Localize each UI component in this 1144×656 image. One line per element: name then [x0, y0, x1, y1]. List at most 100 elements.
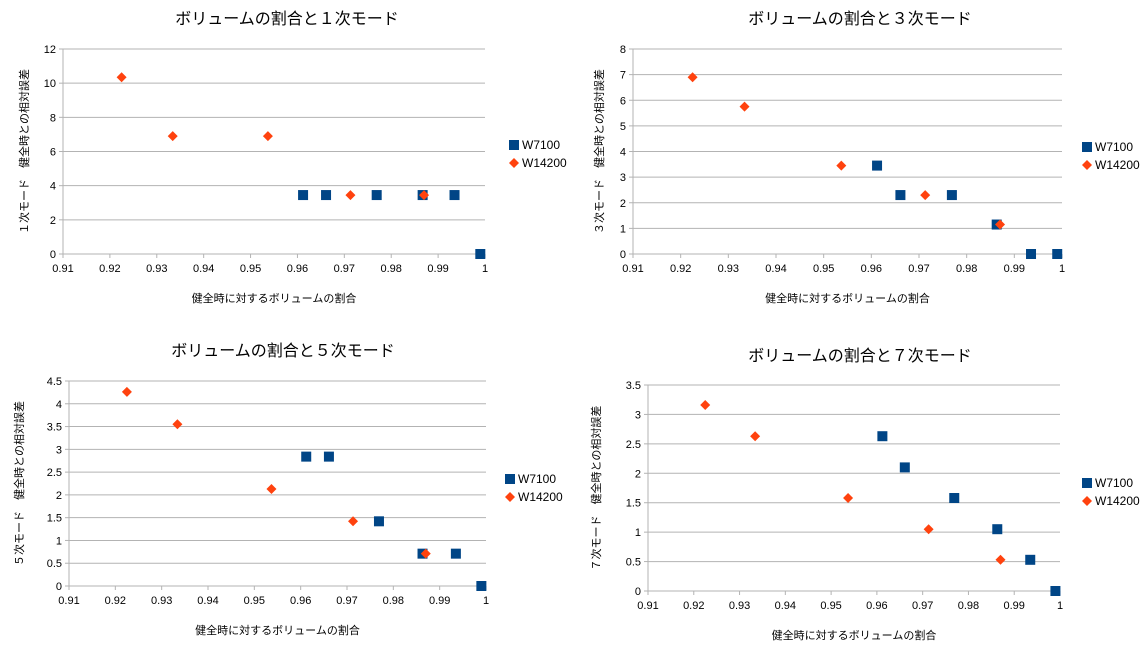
x-tick-label: 0.92 [670, 263, 691, 275]
data-point-w7100 [899, 462, 910, 473]
x-tick-label: 0.91 [58, 595, 79, 607]
x-tick-label: 0.95 [244, 595, 265, 607]
data-point-w14200 [262, 131, 273, 142]
data-point-w7100 [992, 524, 1003, 535]
y-tick-label: 6 [620, 95, 626, 107]
x-tick-label: 0.93 [151, 595, 172, 607]
x-tick-label: 1 [1059, 263, 1065, 275]
data-point-w14200 [750, 431, 761, 442]
x-tick-label: 0.96 [287, 263, 308, 275]
x-tick-label: 0.96 [861, 263, 882, 275]
data-point-w7100 [373, 516, 384, 527]
data-point-w14200 [687, 72, 698, 83]
y-tick-label: 0 [50, 249, 56, 261]
x-tick-label: 0.94 [775, 600, 796, 612]
y-tick-label: 10 [44, 78, 56, 90]
legend-label-w7100: W7100 [518, 472, 556, 486]
data-point-w7100 [1050, 586, 1061, 596]
y-tick-label: 4.5 [47, 376, 62, 388]
y-tick-label: 4 [620, 147, 626, 159]
data-point-w14200 [419, 190, 430, 201]
y-tick-label: 5 [620, 121, 626, 133]
data-point-w14200 [923, 524, 934, 535]
x-tick-label: 0.94 [765, 263, 786, 275]
y-tick-label: 0 [56, 581, 62, 593]
data-point-w7100 [450, 548, 461, 559]
legend-marker-w14200 [1082, 160, 1092, 170]
x-tick-label: 0.98 [383, 595, 404, 607]
x-tick-label: 0.92 [105, 595, 126, 607]
data-point-w14200 [116, 72, 127, 83]
y-tick-label: 2 [620, 198, 626, 210]
x-tick-label: 1 [1057, 600, 1063, 612]
chart-title: ボリュームの割合と３次モード [748, 9, 972, 28]
y-tick-label: 0.5 [47, 558, 62, 570]
data-point-w14200 [345, 190, 356, 201]
data-point-w7100 [1026, 249, 1037, 259]
x-tick-label: 0.99 [1004, 263, 1025, 275]
x-axis-label: 健全時に対するボリュームの割合 [765, 291, 930, 305]
legend-label-w14200: W14200 [1095, 494, 1140, 508]
x-tick-label: 0.97 [334, 263, 355, 275]
data-point-w14200 [121, 386, 132, 397]
data-point-w14200 [739, 101, 750, 112]
y-tick-label: 3.5 [626, 380, 641, 392]
x-tick-label: 0.91 [637, 600, 658, 612]
data-point-w14200 [700, 400, 711, 411]
x-tick-label: 0.92 [683, 600, 704, 612]
x-tick-label: 1 [482, 263, 488, 275]
legend-label-w14200: W14200 [518, 490, 563, 504]
x-axis-label: 健全時に対するボリュームの割合 [192, 291, 357, 305]
legend-marker-w7100 [1082, 142, 1092, 152]
x-tick-label: 0.93 [729, 600, 750, 612]
x-tick-label: 0.99 [427, 263, 448, 275]
x-axis-label: 健全時に対するボリュームの割合 [195, 623, 360, 637]
legend-marker-w7100 [505, 474, 515, 484]
legend-marker-w7100 [509, 140, 519, 150]
y-axis-label: ３次モード 健全時との相対誤差 [592, 69, 606, 234]
y-tick-label: 7 [620, 70, 626, 82]
x-tick-label: 0.98 [958, 600, 979, 612]
y-tick-label: 3 [56, 444, 62, 456]
legend-marker-w14200 [509, 158, 519, 168]
y-tick-label: 1 [635, 527, 641, 539]
legend-label-w7100: W7100 [1095, 476, 1133, 490]
legend-label-w7100: W7100 [522, 138, 560, 152]
y-tick-label: 1 [56, 535, 62, 547]
x-tick-label: 0.96 [866, 600, 887, 612]
y-axis-label: ５次モード 健全時との相対誤差 [12, 401, 26, 566]
y-tick-label: 0.5 [626, 557, 641, 569]
data-point-w7100 [946, 190, 957, 201]
x-tick-label: 0.95 [820, 600, 841, 612]
data-point-w7100 [475, 249, 486, 259]
y-axis-label: ７次モード 健全時との相対誤差 [589, 406, 603, 571]
data-point-w14200 [167, 131, 178, 142]
data-point-w14200 [836, 160, 847, 171]
y-tick-label: 6 [50, 147, 56, 159]
data-point-w7100 [476, 581, 487, 591]
x-tick-label: 0.98 [381, 263, 402, 275]
chart-3: 0 0.5 1 1.5 2 2.5 3 3.5 4 4.5 0.91 0.92 0.93 0.94 0.95… [12, 341, 563, 637]
data-point-w7100 [298, 190, 309, 201]
chart-title: ボリュームの割合と１次モード [175, 9, 399, 28]
y-tick-label: 4 [56, 399, 62, 411]
data-point-w7100 [323, 451, 334, 462]
chart-title: ボリュームの割合と７次モード [748, 346, 972, 365]
x-tick-label: 0.94 [193, 263, 214, 275]
y-tick-label: 0 [620, 249, 626, 261]
legend-label-w14200: W14200 [1095, 158, 1140, 172]
x-tick-label: 1 [483, 595, 489, 607]
data-point-w14200 [920, 190, 931, 201]
chart-title: ボリュームの割合と５次モード [171, 341, 395, 360]
x-tick-label: 0.97 [908, 263, 929, 275]
y-tick-label: 1.5 [626, 498, 641, 510]
data-point-w7100 [1052, 249, 1063, 259]
y-tick-label: 2 [56, 490, 62, 502]
y-tick-label: 2 [635, 468, 641, 480]
data-point-w7100 [301, 451, 312, 462]
data-point-w14200 [995, 554, 1006, 565]
data-point-w7100 [371, 190, 382, 201]
x-tick-label: 0.95 [240, 263, 261, 275]
data-point-w14200 [843, 493, 854, 504]
